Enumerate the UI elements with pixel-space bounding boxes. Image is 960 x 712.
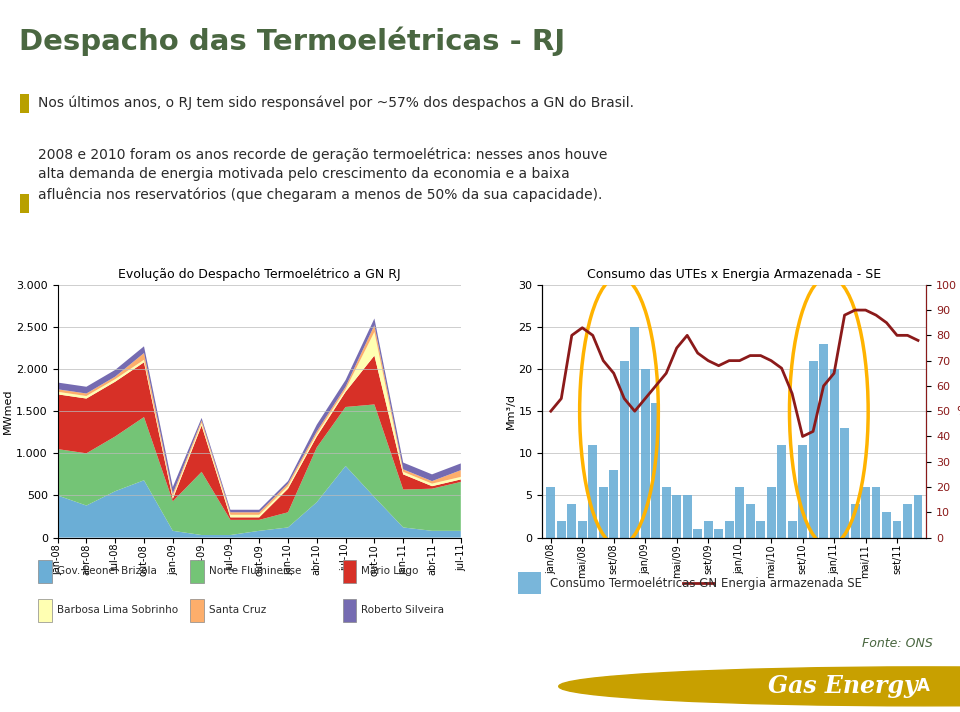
- Bar: [882, 513, 891, 538]
- Bar: [517, 572, 541, 594]
- Text: Norte Fluminense: Norte Fluminense: [209, 566, 301, 576]
- Bar: [778, 445, 786, 538]
- Bar: [20, 94, 30, 113]
- Bar: [735, 487, 744, 538]
- Bar: [651, 403, 660, 538]
- Text: 2008 e 2010 foram os anos recorde de geração termoelétrica: nesses anos houve
al: 2008 e 2010 foram os anos recorde de ger…: [37, 147, 607, 201]
- Bar: [599, 487, 608, 538]
- Bar: [557, 520, 565, 538]
- Bar: [672, 496, 682, 538]
- Bar: [903, 504, 912, 538]
- Text: A: A: [917, 677, 930, 696]
- Text: Gov. Leonel Brizola: Gov. Leonel Brizola: [57, 566, 156, 576]
- Bar: [693, 529, 702, 538]
- Title: Evolução do Despacho Termoelétrico a GN RJ: Evolução do Despacho Termoelétrico a GN …: [118, 268, 400, 281]
- Bar: [343, 560, 356, 582]
- Bar: [640, 369, 650, 538]
- Bar: [343, 599, 356, 622]
- Bar: [893, 520, 901, 538]
- Bar: [787, 520, 797, 538]
- Bar: [610, 470, 618, 538]
- Text: Gas Energy: Gas Energy: [768, 674, 918, 698]
- Bar: [704, 520, 712, 538]
- Bar: [588, 445, 597, 538]
- Bar: [20, 194, 30, 213]
- Bar: [546, 487, 555, 538]
- Bar: [872, 487, 880, 538]
- Text: Santa Cruz: Santa Cruz: [209, 605, 266, 615]
- Bar: [661, 487, 671, 538]
- Bar: [683, 496, 691, 538]
- Bar: [190, 560, 204, 582]
- Text: 14: 14: [21, 678, 48, 697]
- Text: Fonte: ONS: Fonte: ONS: [862, 637, 932, 650]
- Circle shape: [559, 667, 960, 706]
- Bar: [808, 361, 818, 538]
- Bar: [714, 529, 723, 538]
- Bar: [914, 496, 923, 538]
- Bar: [840, 428, 849, 538]
- Bar: [798, 445, 807, 538]
- Text: Nos últimos anos, o RJ tem sido responsável por ~57% dos despachos a GN do Brasi: Nos últimos anos, o RJ tem sido responsá…: [37, 95, 634, 110]
- Text: Consumo Termoelétricas GN: Consumo Termoelétricas GN: [549, 577, 716, 590]
- Bar: [631, 327, 639, 538]
- Bar: [38, 599, 52, 622]
- Title: Consumo das UTEs x Energia Armazenada - SE: Consumo das UTEs x Energia Armazenada - …: [588, 268, 881, 281]
- Bar: [767, 487, 776, 538]
- Text: Energia armazenada SE: Energia armazenada SE: [721, 577, 861, 590]
- Text: Mário Lago: Mário Lago: [361, 566, 419, 577]
- Bar: [819, 344, 828, 538]
- Bar: [567, 504, 576, 538]
- Bar: [756, 520, 765, 538]
- Bar: [746, 504, 755, 538]
- Bar: [829, 369, 838, 538]
- Bar: [578, 520, 587, 538]
- Text: Despacho das Termoelétricas - RJ: Despacho das Termoelétricas - RJ: [19, 27, 565, 56]
- Bar: [725, 520, 733, 538]
- Bar: [851, 504, 859, 538]
- Bar: [861, 487, 870, 538]
- Text: Roberto Silveira: Roberto Silveira: [361, 605, 444, 615]
- Text: Barbosa Lima Sobrinho: Barbosa Lima Sobrinho: [57, 605, 178, 615]
- Y-axis label: Mm³/d: Mm³/d: [506, 393, 516, 429]
- Bar: [38, 560, 52, 582]
- Bar: [620, 361, 629, 538]
- Bar: [190, 599, 204, 622]
- Y-axis label: MWmed: MWmed: [3, 389, 13, 434]
- Y-axis label: %: %: [957, 404, 960, 418]
